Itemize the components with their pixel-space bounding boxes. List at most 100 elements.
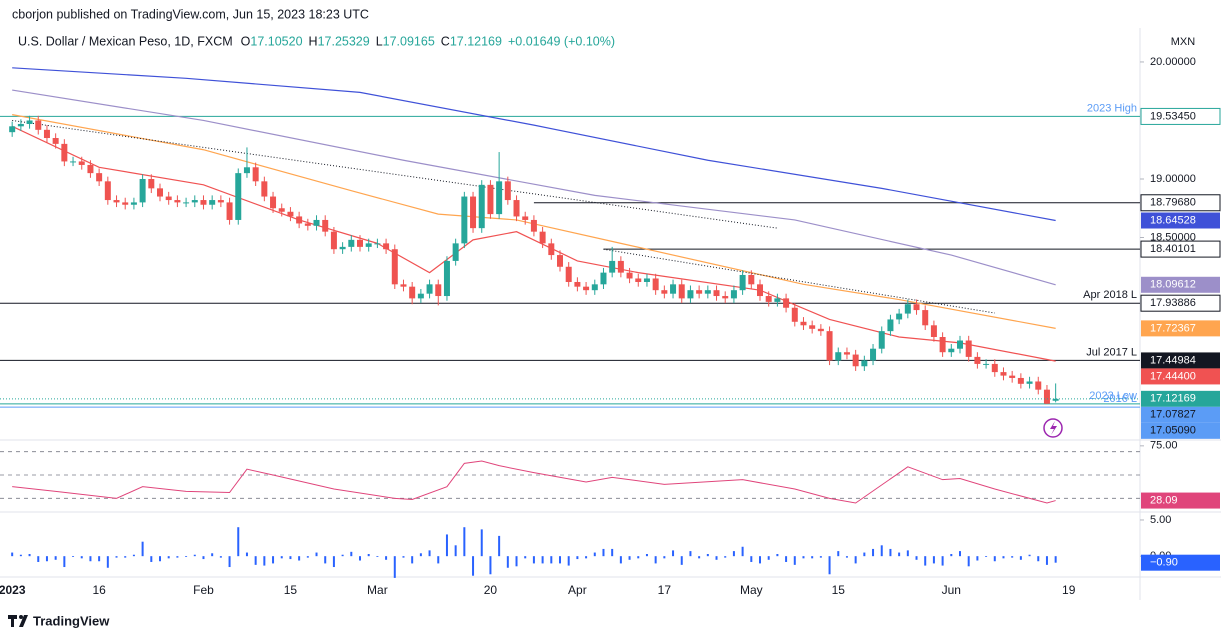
candle-body xyxy=(443,260,450,297)
candle-body xyxy=(252,167,259,182)
candle-body xyxy=(200,200,207,205)
momentum-bar xyxy=(115,556,118,558)
momentum-bar xyxy=(724,556,727,558)
price-label-box xyxy=(1141,320,1220,337)
momentum-bar xyxy=(1028,554,1031,557)
x-tick-label: May xyxy=(740,583,763,597)
candle-body xyxy=(800,321,807,326)
candle-body xyxy=(365,243,372,247)
momentum-bar xyxy=(959,551,961,557)
candle-body xyxy=(730,290,737,299)
candle-body xyxy=(965,340,972,357)
currency: MXN xyxy=(1171,36,1196,48)
x-tick-label: Feb xyxy=(193,583,214,597)
candle-body xyxy=(887,319,894,332)
candle-body xyxy=(113,200,120,203)
momentum-bar xyxy=(550,556,553,564)
momentum-bar xyxy=(45,556,48,562)
momentum-bar xyxy=(359,556,361,561)
candle-body xyxy=(713,290,720,297)
momentum-bar xyxy=(985,556,988,557)
candle-body xyxy=(278,208,285,212)
momentum-bar xyxy=(463,527,466,557)
x-tick-label: 17 xyxy=(658,583,672,597)
momentum-bar xyxy=(515,556,518,567)
candle-body xyxy=(896,313,903,320)
momentum-bar xyxy=(159,556,161,562)
candle-body xyxy=(530,219,537,232)
candle-body xyxy=(383,243,390,250)
candle-body xyxy=(148,178,155,189)
momentum-bar xyxy=(532,556,535,564)
candle-body xyxy=(357,239,363,247)
momentum-bar xyxy=(185,556,188,557)
candle-body xyxy=(1035,381,1042,390)
momentum-bar xyxy=(367,554,370,557)
candle-body xyxy=(591,284,598,291)
momentum-bar xyxy=(880,545,883,557)
candle-body xyxy=(974,356,981,364)
x-tick-label: 16 xyxy=(92,583,106,597)
alert-icon[interactable] xyxy=(1043,418,1063,438)
momentum-bar xyxy=(837,551,840,557)
momentum-bar xyxy=(54,556,57,560)
candle-body xyxy=(678,284,685,299)
momentum-bar xyxy=(619,556,622,564)
momentum-bar xyxy=(428,550,431,557)
price-label-box xyxy=(1141,368,1220,385)
momentum-bar xyxy=(315,552,318,557)
level-name: 2016 L xyxy=(1103,393,1137,405)
price-label: 17.12169 xyxy=(1150,393,1196,405)
candle-body xyxy=(348,239,355,247)
candle-body xyxy=(983,363,990,365)
candle-body xyxy=(313,219,320,226)
tradingview-logo[interactable] xyxy=(8,615,28,627)
candle-body xyxy=(539,231,546,244)
momentum-bar xyxy=(98,556,101,562)
candle-body xyxy=(435,284,442,297)
candle-body xyxy=(330,231,337,250)
momentum-bar xyxy=(28,554,31,557)
momentum-bar xyxy=(306,556,309,558)
price-label-box xyxy=(1141,352,1220,369)
candle-body xyxy=(487,184,494,215)
momentum-bar xyxy=(11,552,14,557)
candle-body xyxy=(191,200,198,203)
candle-body xyxy=(565,266,572,282)
candle-body xyxy=(130,202,137,205)
candle-body xyxy=(948,348,955,353)
moving-average xyxy=(12,89,1056,286)
candle-body xyxy=(939,337,946,353)
candle-body xyxy=(626,272,633,279)
candle-body xyxy=(861,360,868,367)
momentum-bar xyxy=(932,556,935,564)
candle-body xyxy=(235,173,242,220)
price-label-box xyxy=(1140,194,1221,212)
momentum-bar xyxy=(1054,556,1057,563)
momentum-label: −0.90 xyxy=(1150,557,1178,569)
momentum-bar xyxy=(524,556,527,559)
momentum-bar xyxy=(811,556,814,559)
level-name: Apr 2018 L xyxy=(1083,289,1137,301)
candle-body xyxy=(513,200,520,217)
momentum-bar xyxy=(872,548,875,557)
candle-body xyxy=(1009,375,1016,378)
momentum-bar xyxy=(289,556,292,560)
momentum-bar xyxy=(637,556,640,559)
change: +0.01649 (+0.10%) xyxy=(508,34,615,48)
candle-body xyxy=(687,290,694,299)
candle-body xyxy=(574,281,581,287)
momentum-bar xyxy=(776,554,779,557)
momentum-bar xyxy=(689,551,692,557)
momentum-bar xyxy=(506,556,509,568)
momentum-bar xyxy=(976,556,979,561)
ohlc-key: H xyxy=(309,34,318,48)
candle-body xyxy=(583,286,590,291)
candle-body xyxy=(696,290,703,294)
momentum-bar xyxy=(419,553,422,557)
candle-body xyxy=(817,328,824,332)
candle-body xyxy=(930,325,937,337)
momentum-bar xyxy=(680,556,683,565)
candle-body xyxy=(174,200,181,203)
